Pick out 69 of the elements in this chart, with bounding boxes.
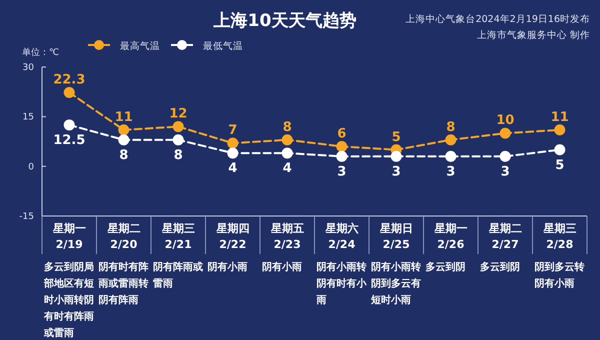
point: [336, 140, 348, 152]
data-label: 12.5: [53, 132, 86, 148]
x-tick-label: 星期日 2/25: [378, 222, 413, 251]
point: [500, 150, 511, 162]
data-label: 3: [392, 164, 401, 180]
data-label: 4: [282, 161, 292, 176]
text: 多云到阴: [426, 261, 466, 273]
data-label: 11: [114, 110, 133, 125]
point: [282, 148, 293, 159]
data-label: 3: [446, 164, 456, 180]
text: 阴有小雨: [262, 261, 302, 273]
data-label: 10: [496, 113, 514, 128]
data-label: 5: [555, 158, 564, 173]
point: [336, 150, 348, 162]
data-label: 4: [228, 161, 238, 176]
x-tick-label: 星期三 2/28: [542, 222, 576, 251]
point: [554, 144, 566, 156]
text: 阴有小雨转阴有时有小雨: [316, 261, 368, 306]
y-tick-label: 0: [28, 162, 34, 172]
text: 阴有小雨: [208, 261, 248, 273]
text: 阴有小雨转阴到多云有短时小雨: [370, 261, 421, 306]
data-label: 6: [337, 126, 346, 142]
legend-label: 最高气温: [120, 40, 160, 52]
text: 阴有阵雨或雷雨: [153, 261, 203, 290]
data-label: 8: [174, 148, 183, 163]
point: [282, 134, 293, 146]
y-axis-title: 单位：℃: [22, 47, 60, 58]
point: [64, 119, 75, 130]
x-tick-label: 星期二 2/27: [488, 222, 522, 251]
text: 多云到阴: [480, 261, 520, 273]
x-tick-label: 星期五 2/23: [270, 222, 304, 251]
text: 多云到阴局部地区有短时小雨转阴有时有阵雨或雷雨: [43, 261, 94, 339]
x-tick-label: 星期二 2/20: [106, 222, 140, 251]
data-label: 3: [500, 164, 510, 180]
x-tick-label: 星期三 2/21: [160, 222, 195, 251]
point: [118, 134, 130, 146]
data-label: 7: [228, 123, 238, 138]
point: [390, 150, 402, 162]
text: 阴到多云转阴有小雨: [534, 261, 584, 290]
data-label: 8: [446, 120, 456, 135]
point: [172, 121, 184, 132]
point: [227, 148, 238, 159]
point: [118, 124, 130, 136]
point: [445, 134, 456, 146]
text: 上海中心气象台2024年2月19日16时发布: [406, 13, 590, 25]
x-tick-label: 星期一 2/26: [433, 222, 468, 251]
point: [445, 150, 456, 162]
point: [64, 86, 75, 98]
text: 阴有时有阵雨或雷雨转阴有阵雨: [98, 261, 148, 306]
y-tick-label: -15: [19, 212, 34, 222]
data-label: 11: [550, 110, 569, 125]
point: [500, 128, 511, 139]
x-tick-label: 星期一 2/19: [52, 222, 86, 251]
text: 上海市气象服务中心 制作: [476, 29, 590, 41]
point: [172, 134, 184, 146]
legend-label: 最低气温: [203, 40, 243, 52]
data-label: 8: [119, 148, 128, 163]
data-label: 8: [282, 120, 292, 135]
point: [554, 124, 566, 136]
data-label: 12: [169, 106, 188, 122]
data-label: 3: [337, 164, 346, 180]
x-tick-label: 星期四 2/22: [215, 222, 250, 251]
x-tick-label: 星期六 2/24: [324, 222, 358, 251]
data-label: 5: [392, 130, 401, 145]
y-tick-label: 15: [22, 112, 34, 123]
data-label: 22.3: [53, 72, 86, 88]
point: [227, 138, 238, 149]
chart-title: 上海10天天气趋势: [212, 11, 356, 31]
y-tick-label: 30: [22, 63, 34, 73]
